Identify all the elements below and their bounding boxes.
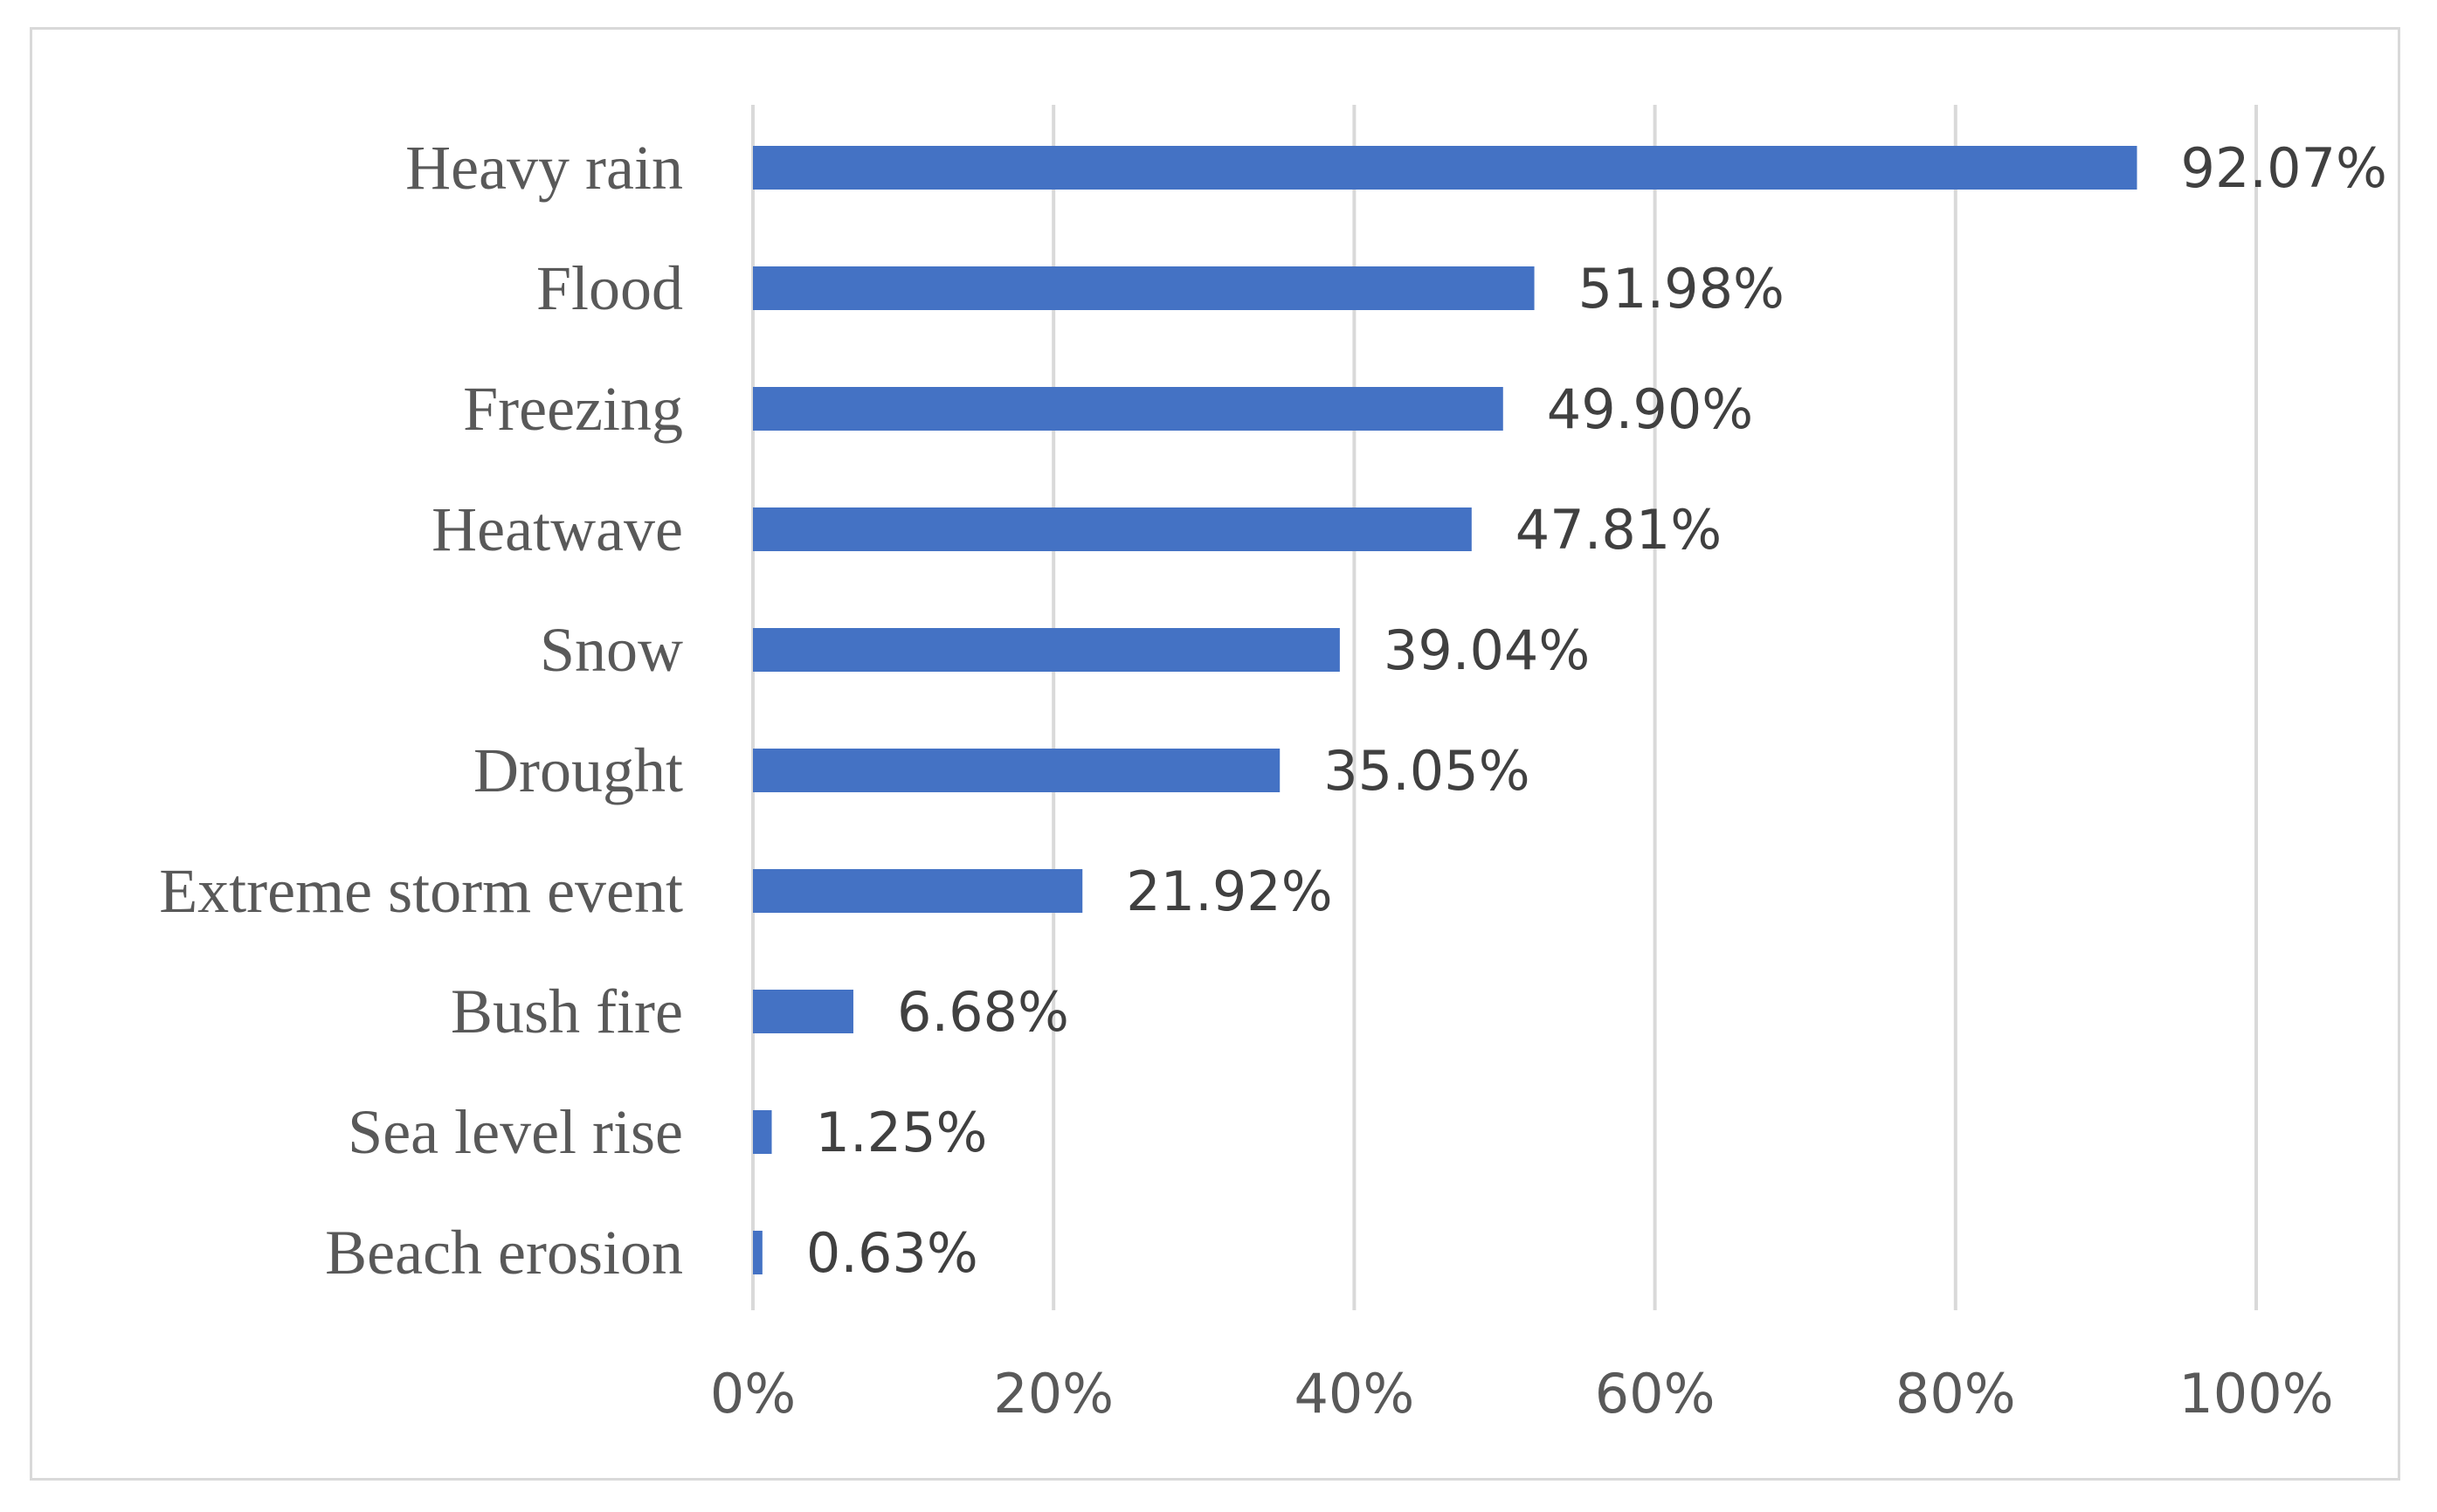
bar (753, 1231, 763, 1274)
x-tick-label: 20% (993, 1362, 1114, 1426)
value-label: 49.90% (1547, 377, 1753, 441)
bar (753, 507, 1472, 551)
x-tick-label: 40% (1294, 1362, 1414, 1426)
category-labels: Heavy rain Flood Freezing Heatwave Snow Droug… (159, 133, 683, 1288)
category-label: Beach erosion (325, 1218, 683, 1288)
category-label: Extreme storm event (159, 856, 683, 926)
bars (753, 146, 2137, 1274)
x-tick-label: 0% (710, 1362, 796, 1426)
bar (753, 1110, 772, 1154)
value-label: 21.92% (1126, 860, 1332, 923)
x-axis-tick-labels: 0% 20% 40% 60% 80% 100% (710, 1362, 2334, 1426)
x-tick-label: 100% (2178, 1362, 2333, 1426)
bar (753, 266, 1535, 310)
bar (753, 749, 1281, 792)
category-label: Drought (473, 735, 683, 805)
category-label: Heatwave (431, 494, 683, 564)
category-label: Bush fire (451, 977, 683, 1046)
value-label: 47.81% (1515, 498, 1722, 562)
value-label: 1.25% (816, 1101, 988, 1164)
category-label: Flood (536, 253, 683, 323)
category-label: Heavy rain (405, 133, 683, 203)
value-label: 6.68% (897, 980, 1069, 1044)
bar (753, 990, 853, 1033)
value-label: 35.05% (1323, 739, 1529, 803)
value-labels: 92.07% 51.98% 49.90% 47.81% 39.04% 35.05% 21.9… (806, 136, 2387, 1285)
bar (753, 628, 1340, 672)
bar (753, 146, 2137, 190)
category-label: Sea level rise (348, 1097, 683, 1167)
bar (753, 387, 1503, 431)
x-tick-label: 60% (1595, 1362, 1716, 1426)
category-label: Freezing (463, 374, 683, 444)
category-label: Snow (540, 615, 683, 685)
value-label: 39.04% (1384, 618, 1590, 682)
value-label: 0.63% (806, 1221, 978, 1285)
value-label: 92.07% (2181, 136, 2387, 200)
value-label: 51.98% (1578, 257, 1785, 321)
x-tick-label: 80% (1895, 1362, 2016, 1426)
bar (753, 869, 1083, 913)
